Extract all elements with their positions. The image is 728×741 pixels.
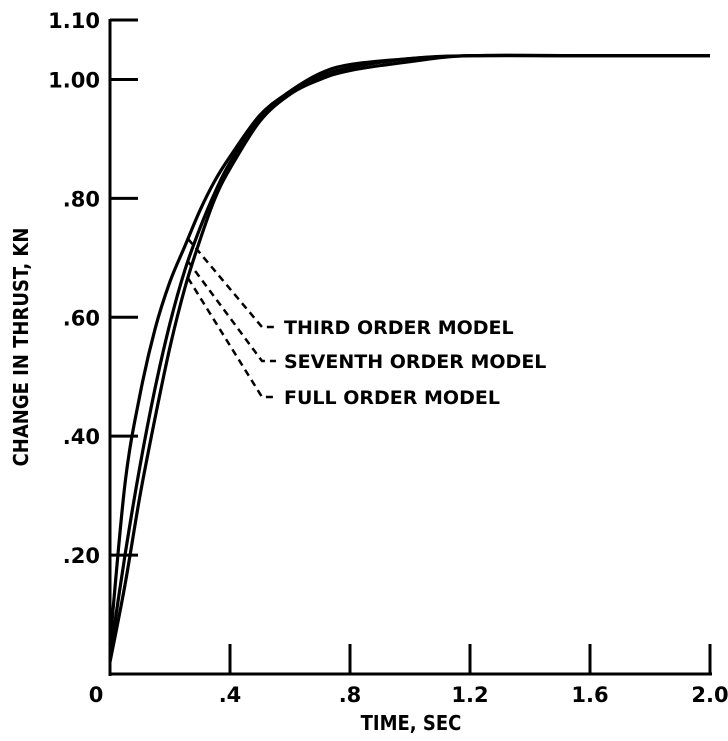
x-tick-label: .8	[339, 683, 362, 707]
curves	[108, 53, 710, 663]
x-tick-label: 1.6	[571, 683, 608, 707]
annotations: THIRD ORDER MODEL SEVENTH ORDER MODEL FULL…	[186, 237, 546, 409]
series-line-full-order-model	[108, 53, 710, 663]
annotation-leader-full-order-model	[186, 277, 276, 399]
ticks	[110, 18, 712, 674]
tick-labels: 0 .4 .8 1.2 1.6 2.0 .20 .40 .60 .80 1.00 1.10	[48, 9, 728, 707]
axes	[108, 19, 712, 676]
x-tick-label: .4	[219, 683, 242, 707]
annotation-leader-seventh-order-model	[186, 260, 276, 363]
y-tick-label: .80	[63, 187, 100, 211]
y-tick-label: .60	[63, 306, 100, 330]
x-tick-label: 1.2	[451, 683, 488, 707]
x-tick-label: 2.0	[691, 683, 728, 707]
x-tick-label: 0	[89, 683, 104, 707]
series-line-third-order-model	[108, 53, 710, 645]
y-tick-label: .40	[63, 425, 100, 449]
annotation-label-seventh-order-model: SEVENTH ORDER MODEL	[284, 351, 546, 373]
x-axis-title: TIME, SEC	[361, 711, 462, 735]
annotation-label-full-order-model: FULL ORDER MODEL	[284, 387, 500, 409]
y-tick-label: .20	[63, 544, 100, 568]
y-axis-title: CHANGE IN THRUST, KN	[9, 228, 33, 467]
annotation-leader-third-order-model	[187, 237, 276, 329]
y-tick-label: 1.00	[48, 68, 100, 92]
annotation-label-third-order-model: THIRD ORDER MODEL	[284, 317, 514, 339]
y-tick-label: 1.10	[48, 9, 100, 33]
